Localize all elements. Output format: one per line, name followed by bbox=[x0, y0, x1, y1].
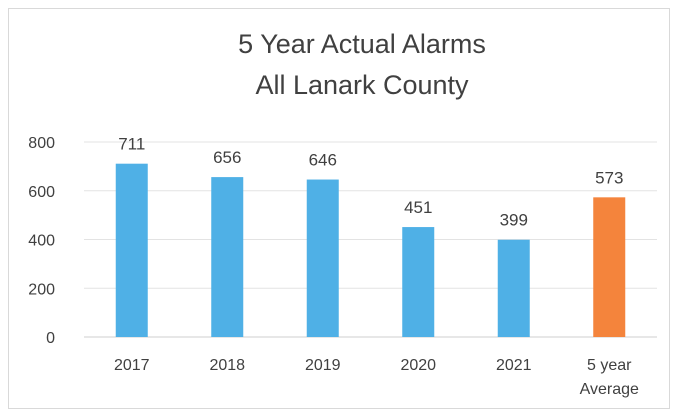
chart-title: 5 Year Actual Alarms All Lanark County bbox=[238, 29, 486, 100]
x-tick-label: 5 year Average bbox=[580, 357, 639, 398]
x-axis-tick-labels: 2017 2018 2019 2020 2021 5 year Average bbox=[114, 357, 639, 398]
gridlines bbox=[84, 141, 657, 338]
y-tick-label: 800 bbox=[28, 135, 55, 152]
data-label: 646 bbox=[309, 151, 337, 170]
x-tick-label: 2021 bbox=[496, 357, 532, 374]
bar bbox=[497, 239, 530, 337]
data-label: 399 bbox=[500, 211, 528, 230]
chart-title-line-2: All Lanark County bbox=[255, 70, 469, 100]
y-tick-label: 0 bbox=[46, 330, 55, 347]
bars bbox=[115, 163, 626, 337]
bar bbox=[402, 227, 435, 337]
x-tick-label: 2018 bbox=[209, 357, 245, 374]
bar bbox=[593, 197, 626, 337]
bar bbox=[115, 163, 148, 337]
x-tick-label: 2020 bbox=[400, 357, 436, 374]
y-axis-tick-labels: 0 200 400 600 800 bbox=[28, 135, 55, 347]
data-label: 656 bbox=[213, 148, 241, 167]
chart-title-line-1: 5 Year Actual Alarms bbox=[238, 29, 486, 59]
data-labels: 711 656 646 451 399 573 bbox=[118, 135, 623, 230]
bar bbox=[306, 179, 339, 337]
chart-area: 5 Year Actual Alarms All Lanark County 0 2… bbox=[8, 8, 670, 409]
x-tick-label: 2019 bbox=[305, 357, 341, 374]
y-tick-label: 400 bbox=[28, 233, 55, 250]
y-tick-label: 600 bbox=[28, 184, 55, 201]
bar bbox=[211, 177, 244, 337]
bar-chart: 5 Year Actual Alarms All Lanark County 0 2… bbox=[28, 29, 657, 398]
y-tick-label: 200 bbox=[28, 281, 55, 298]
data-label: 573 bbox=[595, 168, 623, 187]
data-label: 711 bbox=[118, 135, 145, 154]
data-label: 451 bbox=[404, 198, 432, 217]
x-tick-label: 2017 bbox=[114, 357, 150, 374]
